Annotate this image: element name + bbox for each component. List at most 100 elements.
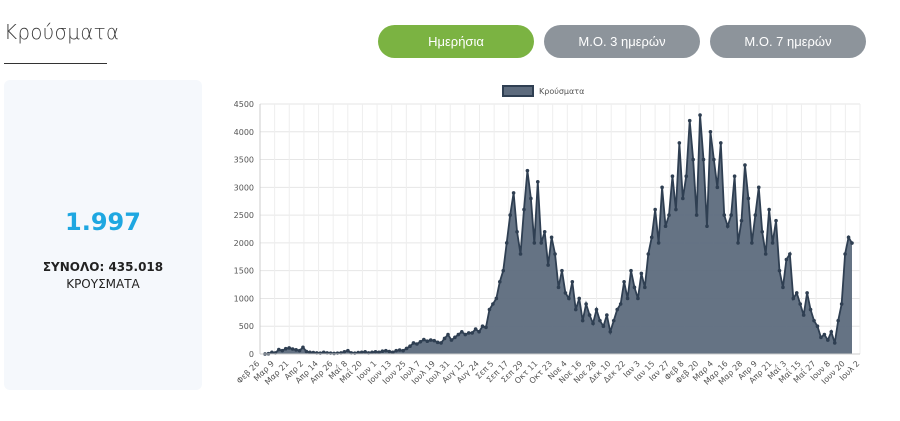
data-point — [304, 349, 309, 354]
data-point — [732, 174, 737, 179]
data-point — [611, 318, 616, 323]
data-point — [788, 252, 792, 256]
data-point — [615, 307, 619, 312]
data-point — [663, 224, 668, 229]
data-point — [270, 350, 274, 355]
cases-unit-label: ΚΡΟΥΣΜΑΤΑ — [66, 277, 140, 291]
data-point — [656, 241, 661, 245]
data-point — [601, 324, 606, 329]
data-point — [504, 241, 509, 245]
data-point — [501, 268, 506, 273]
data-point — [577, 296, 582, 301]
data-point — [535, 179, 540, 184]
data-point — [294, 348, 298, 352]
data-point — [308, 350, 312, 355]
data-point — [518, 252, 523, 256]
data-point — [563, 291, 568, 295]
tab-daily[interactable]: Ημερήσια — [378, 25, 534, 58]
data-point — [777, 268, 782, 273]
data-point — [618, 302, 623, 306]
data-point — [712, 157, 716, 162]
data-point — [498, 279, 502, 284]
data-point — [677, 141, 682, 145]
data-point — [529, 196, 533, 201]
data-point — [781, 285, 785, 290]
data-point — [608, 329, 613, 334]
data-point — [515, 229, 519, 234]
data-point — [639, 271, 644, 276]
data-point — [380, 349, 385, 354]
data-point — [580, 318, 585, 323]
data-point — [477, 329, 481, 334]
data-point — [846, 235, 851, 240]
data-point — [387, 349, 392, 354]
data-point — [418, 339, 423, 344]
data-point — [401, 348, 405, 353]
data-point — [290, 347, 295, 351]
data-point — [408, 344, 412, 349]
data-point — [822, 332, 827, 337]
data-point — [725, 224, 730, 229]
data-point — [587, 313, 592, 317]
data-point — [591, 321, 595, 326]
data-point — [598, 318, 602, 323]
data-point — [832, 341, 837, 345]
tab-7-day-average[interactable]: Μ.Ο. 7 ημερών — [710, 25, 866, 58]
data-point — [605, 313, 609, 317]
data-point — [708, 129, 713, 134]
data-point — [470, 331, 474, 335]
data-point — [801, 313, 806, 317]
data-point — [487, 307, 492, 312]
data-point — [767, 207, 771, 212]
y-tick-label: 3000 — [234, 183, 254, 192]
data-point — [546, 263, 550, 267]
data-point — [549, 235, 554, 240]
data-point — [525, 168, 530, 173]
data-point — [746, 196, 751, 201]
page-title: Κρούσματα — [4, 20, 120, 44]
data-point — [791, 296, 796, 301]
data-point — [784, 257, 789, 262]
y-tick-label: 4000 — [234, 128, 254, 137]
data-point — [491, 302, 495, 306]
data-point — [701, 157, 706, 162]
data-point — [573, 307, 578, 312]
data-point — [684, 174, 689, 179]
y-tick-label: 0 — [249, 350, 254, 359]
data-point — [542, 229, 547, 234]
data-point — [332, 351, 336, 356]
data-point — [646, 252, 651, 256]
data-point — [763, 252, 768, 256]
data-point — [687, 118, 692, 123]
data-point — [321, 350, 326, 355]
data-point — [463, 332, 468, 337]
data-point — [370, 350, 374, 355]
data-point — [384, 348, 388, 353]
data-point — [753, 213, 758, 217]
data-point — [522, 207, 526, 212]
data-point — [570, 279, 575, 284]
data-point — [480, 324, 485, 329]
data-point — [397, 348, 402, 352]
data-point — [373, 349, 378, 354]
data-point — [435, 340, 440, 345]
data-point — [346, 348, 350, 353]
data-point — [425, 339, 430, 344]
data-point — [815, 324, 820, 329]
y-tick-label: 2500 — [234, 211, 254, 220]
latest-cases-value: 1.997 — [65, 208, 141, 236]
data-point — [404, 346, 409, 351]
data-point — [283, 346, 288, 351]
data-point — [494, 296, 499, 301]
data-point — [390, 350, 395, 355]
tab-3-day-average[interactable]: Μ.Ο. 3 ημερών — [544, 25, 700, 58]
data-point — [843, 252, 847, 256]
data-point — [653, 207, 657, 212]
data-point — [660, 185, 664, 190]
data-point — [432, 338, 436, 343]
data-point — [466, 331, 471, 335]
data-point — [449, 338, 454, 342]
data-point — [442, 336, 447, 341]
data-point — [808, 307, 813, 312]
data-point — [622, 279, 626, 284]
